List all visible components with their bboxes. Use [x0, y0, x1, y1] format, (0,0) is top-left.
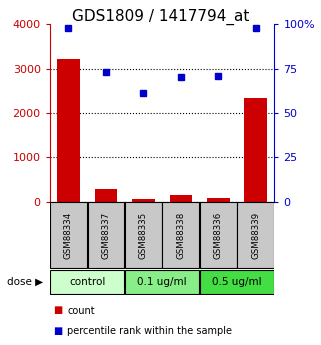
Text: 0.5 ug/ml: 0.5 ug/ml: [212, 277, 262, 287]
Bar: [245, 98, 267, 202]
Bar: [50, 270, 124, 294]
Text: ■: ■: [53, 326, 62, 336]
Text: percentile rank within the sample: percentile rank within the sample: [67, 326, 232, 336]
Bar: [200, 270, 274, 294]
Text: GSM88335: GSM88335: [139, 212, 148, 259]
Text: GDS1809 / 1417794_at: GDS1809 / 1417794_at: [72, 9, 249, 25]
Text: dose ▶: dose ▶: [7, 277, 43, 287]
Text: GSM88334: GSM88334: [64, 212, 73, 259]
Bar: [132, 199, 155, 202]
Text: GSM88336: GSM88336: [214, 212, 223, 259]
Bar: [125, 270, 199, 294]
Bar: [169, 195, 192, 202]
Text: GSM88337: GSM88337: [101, 212, 110, 259]
Bar: [200, 203, 237, 268]
Bar: [88, 203, 124, 268]
Text: GSM88339: GSM88339: [251, 212, 260, 259]
Bar: [50, 203, 87, 268]
Bar: [207, 198, 230, 202]
Bar: [125, 203, 162, 268]
Bar: [237, 203, 274, 268]
Text: ■: ■: [53, 306, 62, 315]
Bar: [162, 203, 199, 268]
Text: 0.1 ug/ml: 0.1 ug/ml: [137, 277, 187, 287]
Text: count: count: [67, 306, 95, 315]
Bar: [57, 59, 80, 202]
Text: GSM88338: GSM88338: [176, 212, 185, 259]
Text: control: control: [69, 277, 105, 287]
Bar: [95, 189, 117, 202]
